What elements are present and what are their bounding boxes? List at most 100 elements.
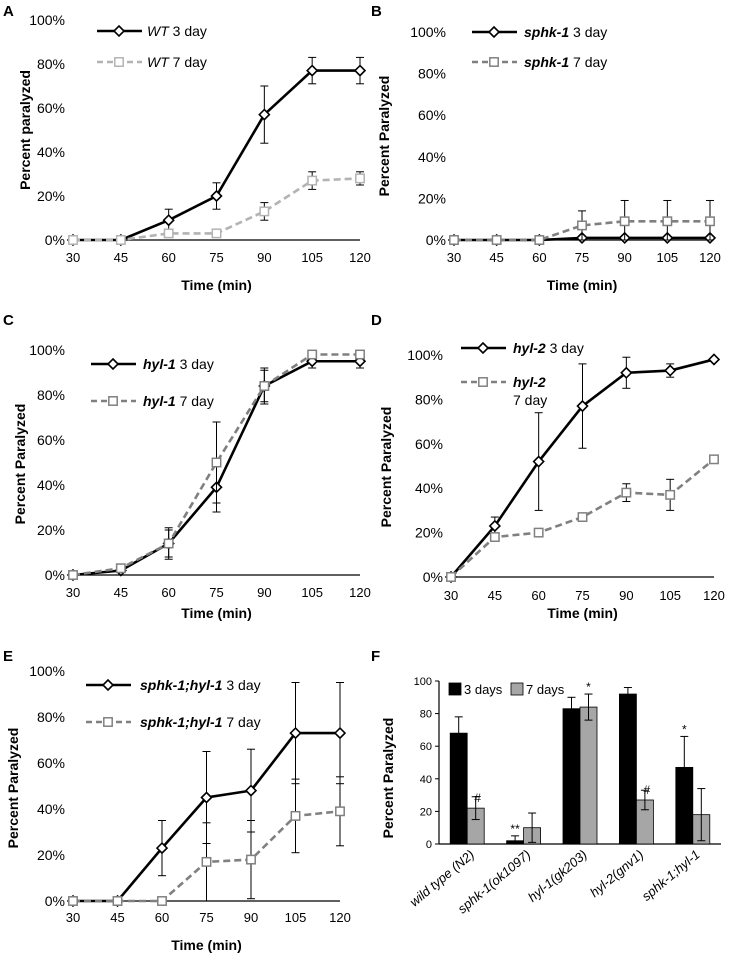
panel-f-legend-label: 3 days [464,682,503,697]
panel-c-legend-day: 3 day [176,356,214,372]
panel-e-x-tick-label: 30 [66,910,80,925]
panel-a-legend-strain: WT [147,23,170,39]
panel-d-data-point [489,532,500,542]
panel-e-data-point [200,791,213,804]
panel-c-y-tick-label: 40% [37,477,65,493]
panel-b-data-point [577,220,587,231]
panel-c-y-tick-label: 20% [37,522,65,538]
panel-c-x-tick-label: 75 [209,585,223,600]
panel-d-data-point [707,353,721,366]
panel-d-legend-strain: hyl-2 [513,340,546,356]
panel-d-data-point [665,489,676,500]
panel-d-legend-label: hyl-2 3 day [513,340,584,356]
panel-a-legend-marker [112,24,126,38]
panel-e-y-tick-label: 40% [37,801,65,817]
panel-d-legend-marker [478,377,488,387]
panel-d-data-point [577,512,588,523]
panel-c-label: C [3,312,14,329]
panel-e-data-point [289,726,302,740]
panel-b-x-axis-title: Time (min) [547,277,618,293]
panel-c-legend-strain: hyl-1 [143,393,176,409]
panel-b-y-tick-label: 60% [418,107,446,123]
panel-c-data-point [163,538,174,549]
panel-f-category-label: sphk-1;hyl-1 [639,847,703,904]
panel-c: C 0% 20% 40% 60% 80% 100% 30 45 60 75 90 105 120 Time… [0,312,371,630]
panel-c-x-axis-title: Time (min) [181,605,252,621]
panel-e-legend-day: 7 day [222,714,260,730]
panel-f-y-tick-label: 100 [414,676,432,688]
panel-c-legend-strain: hyl-1 [143,356,176,372]
panel-b-x-tick-label: 45 [489,250,503,265]
panel-c-data-point [68,570,78,580]
panel-c-y-tick-label: 80% [37,387,65,403]
panel-d-legend-marker [476,341,490,355]
panel-d-data-point [664,364,677,377]
panel-d-x-axis-title: Time (min) [547,605,618,621]
panel-a-y-tick-label: 20% [37,188,65,204]
panel-d-data-point [532,455,545,468]
panel-b-label: B [371,3,382,20]
panel-b-data-point [534,235,545,245]
panel-e-y-axis-title: Percent Paralyzed [5,728,21,849]
panel-d-y-tick-label: 100% [407,347,443,363]
panel-d-legend-day: 3 day [546,340,584,356]
panel-e-label: E [3,648,14,665]
panel-c-x-tick-label: 45 [114,585,128,600]
panel-a: A 0% 20% 40% 60% 80% 100% 30 45 60 75 90 105 120 Time… [0,0,371,305]
panel-a-y-tick-label: 40% [37,144,65,160]
panel-e-data-point [335,806,345,817]
panel-c-chart: 0% 20% 40% 60% 80% 100% 30 45 60 75 90 105 120 Time (… [12,342,371,621]
panel-c-y-tick-label: 100% [29,342,65,358]
panel-d-data-point [488,519,501,533]
panel-b-x-tick-label: 120 [699,250,721,265]
panel-f-y-tick-label: 60 [420,741,432,753]
panel-a-y-tick-label: 0% [45,232,65,248]
panel-f-annotation: ** [510,822,520,836]
panel-e-legend-marker [101,678,115,692]
panel-e-x-tick-label: 75 [199,910,213,925]
panel-a-data-point [162,214,175,227]
panel-f-bar [562,708,581,845]
panel-c-x-tick-label: 120 [349,585,371,600]
panel-c-legend-day: 7 day [176,393,214,409]
panel-a-series-line [73,69,360,242]
panel-a-data-point [259,206,270,217]
panel-d-x-tick-label: 45 [488,588,502,603]
panel-b-data-point [705,216,715,227]
panel-e-data-point [155,841,169,855]
panel-c-data-point [211,457,222,468]
panel-e-y-tick-label: 100% [29,663,65,679]
panel-d-data-point [620,366,633,379]
panel-e: E 0% 20% 40% 60% 80% 100% 30 45 60 75 90 105 120 Time… [0,648,369,963]
panel-b-data-point [491,235,502,245]
panel-a-chart: 0% 20% 40% 60% 80% 100% 30 45 60 75 90 105 120 Time (… [17,12,371,293]
panel-a-x-axis-title: Time (min) [181,277,252,293]
panel-b-legend-marker [489,57,499,67]
panel-d-x-tick-label: 60 [531,588,545,603]
panel-a-legend-strain: WT [147,54,170,70]
panel-a-y-tick-label: 60% [37,100,65,116]
panel-f-label: F [371,648,381,665]
panel-e-data-point [244,784,258,797]
panel-e-data-point [68,896,78,906]
panel-c-data-point [115,563,126,574]
panel-d-data-point [446,572,456,582]
panel-e-y-tick-label: 60% [37,755,65,771]
panel-a-label: A [3,3,14,20]
panel-f-category-label: hyl-1(gk203) [525,847,590,905]
panel-f-legend-label: 7 days [526,682,565,697]
panel-f-bar [618,693,637,845]
panel-a-legend-day: 7 day [169,54,207,70]
panel-b-data-point [449,235,459,245]
panel-e-chart: 0% 20% 40% 60% 80% 100% 30 45 60 75 90 105 120 Time (… [5,663,351,953]
panel-e-y-tick-label: 80% [37,709,65,725]
panel-d-x-tick-label: 90 [619,588,633,603]
panel-b-data-point [619,216,630,227]
panel-f-y-axis-title: Percent Paralyzed [380,718,396,839]
panel-c-y-tick-label: 60% [37,432,65,448]
panel-e-x-axis-title: Time (min) [171,937,242,953]
panel-a-x-tick-label: 105 [301,250,323,265]
panel-a-x-tick-label: 75 [209,250,223,265]
panel-d-data-point [576,399,589,413]
panel-d-legend-label: hyl-2 7 day [513,374,547,408]
